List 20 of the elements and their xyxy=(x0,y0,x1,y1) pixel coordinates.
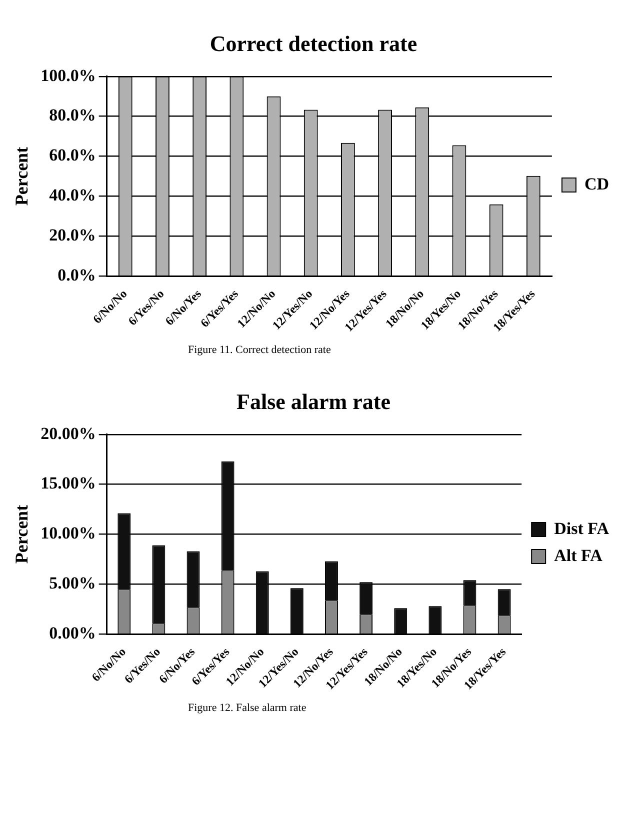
y-tick-label: 20.00% xyxy=(40,424,96,443)
y-tick-label: 0.00% xyxy=(49,623,96,642)
legend-label: Alt FA xyxy=(554,546,604,565)
y-axis-title: Percent xyxy=(11,146,32,206)
y-tick-label: 0.0% xyxy=(58,265,96,284)
legend-label: CD xyxy=(584,174,610,194)
y-tick-label: 100.0% xyxy=(40,66,96,85)
y-tick-label: 5.00% xyxy=(49,574,96,593)
legend-label: Dist FA xyxy=(554,518,610,538)
caption: Figure 11. Correct detection rate xyxy=(188,344,332,356)
y-tick-label: 80.0% xyxy=(49,106,96,125)
y-tick-label: 60.0% xyxy=(49,146,96,165)
chart-title: Correct detection rate xyxy=(210,30,418,56)
y-axis-title: Percent xyxy=(11,504,32,564)
y-tick-label: 40.0% xyxy=(49,186,96,205)
y-tick-label: 20.0% xyxy=(49,226,96,245)
chart-title: False alarm rate xyxy=(236,388,391,414)
y-tick-label: 15.00% xyxy=(40,474,96,493)
y-tick-label: 10.00% xyxy=(40,524,96,543)
caption: Figure 12. False alarm rate xyxy=(188,702,308,714)
